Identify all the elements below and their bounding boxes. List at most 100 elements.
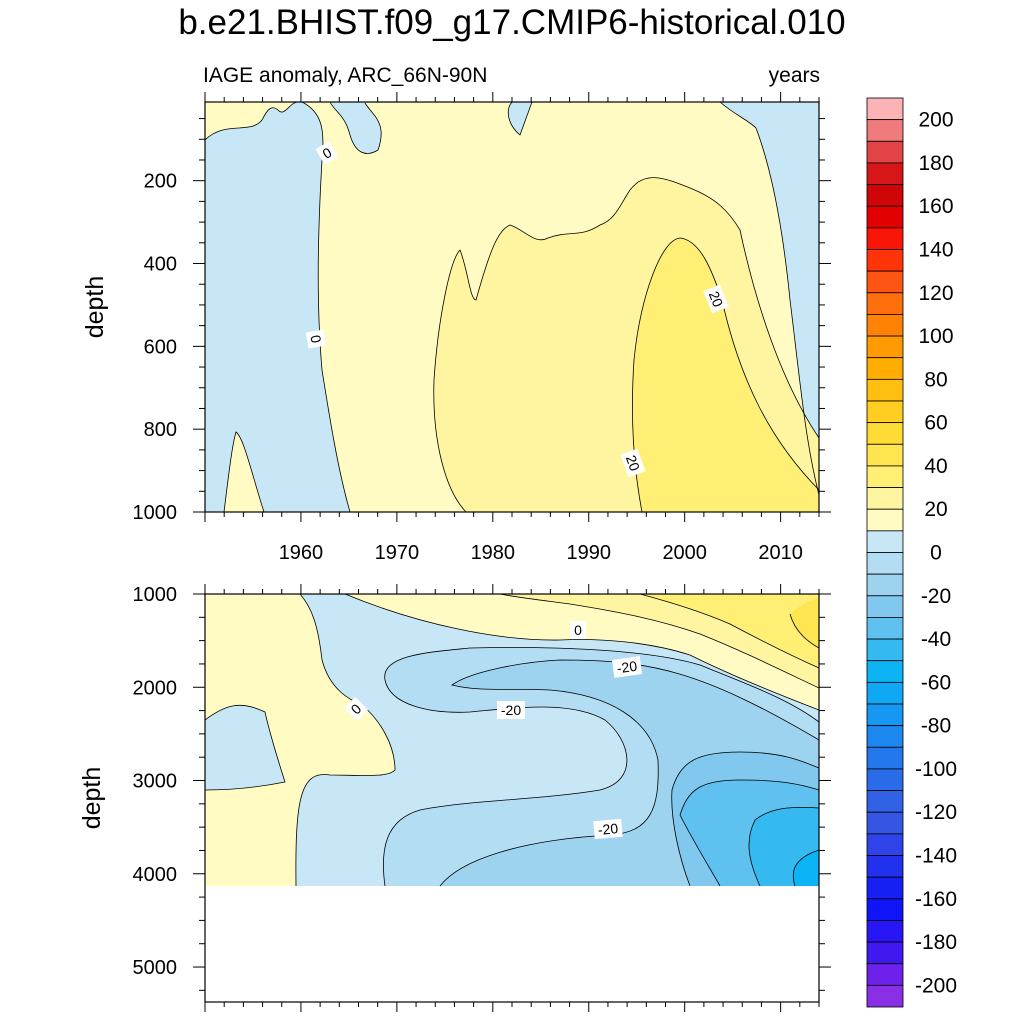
colorbar-box bbox=[866, 443, 904, 467]
upper-contour-lines bbox=[204, 101, 820, 513]
colorbar-label: 140 bbox=[918, 239, 953, 262]
lower-region-pos-20-30 bbox=[640, 594, 819, 668]
lower-region-pos-0-10-left bbox=[205, 594, 395, 886]
colorbar-label: 120 bbox=[918, 282, 953, 305]
colorbar-box bbox=[866, 357, 904, 380]
y-tick-label: 1000 bbox=[133, 584, 178, 606]
colorbar-label: -60 bbox=[921, 671, 951, 694]
x-tick-label: 1960 bbox=[279, 542, 324, 564]
y-tick-label: 2000 bbox=[133, 677, 178, 699]
colorbar-box bbox=[866, 876, 904, 900]
colorbar-box bbox=[866, 465, 904, 488]
colorbar-box bbox=[866, 746, 904, 770]
colorbar-box bbox=[866, 249, 904, 272]
lower-region-pos-30-40 bbox=[790, 598, 819, 648]
upper-panel: 0 0 20 20 1960 1970 1980 1990 2000 2010 20040… bbox=[81, 92, 831, 564]
chart-title: b.e21.BHIST.f09_g17.CMIP6-historical.010 bbox=[178, 3, 845, 42]
upper-region-pos-20-30 bbox=[632, 238, 819, 512]
colorbar-box bbox=[866, 552, 904, 575]
upper-y-axis-label: depth bbox=[81, 276, 109, 339]
colorbar-label: -200 bbox=[915, 974, 957, 997]
y-tick-label: 200 bbox=[144, 171, 177, 193]
colorbar-box bbox=[866, 920, 904, 943]
colorbar-box bbox=[866, 855, 904, 878]
colorbar-box bbox=[866, 378, 904, 402]
colorbar-label: 20 bbox=[924, 498, 947, 521]
colorbar-label: 80 bbox=[924, 368, 947, 391]
colorbar-label: -140 bbox=[915, 845, 957, 868]
colorbar-box bbox=[866, 162, 904, 185]
colorbar-box bbox=[866, 617, 904, 640]
x-tick-label: 2000 bbox=[662, 542, 707, 564]
colorbar-box bbox=[866, 573, 904, 597]
colorbar-box bbox=[866, 638, 904, 662]
y-tick-label: 800 bbox=[144, 419, 177, 441]
lower-contour-label: -20 bbox=[616, 658, 638, 677]
colorbar-box bbox=[866, 140, 904, 164]
colorbar-box bbox=[866, 595, 904, 618]
y-tick-label: 400 bbox=[144, 254, 177, 276]
colorbar-box bbox=[866, 790, 904, 813]
y-tick-label: 4000 bbox=[133, 864, 178, 886]
colorbar-box bbox=[866, 205, 904, 229]
colorbar-box bbox=[866, 487, 904, 510]
lower-contour-label: -20 bbox=[597, 820, 619, 838]
colorbar: 200180160140120100806040200-20-40-60-80-… bbox=[866, 97, 957, 1008]
colorbar-box bbox=[866, 270, 904, 294]
upper-x-axis: 1960 1970 1980 1990 2000 2010 bbox=[204, 92, 820, 564]
colorbar-label: 180 bbox=[918, 152, 953, 175]
colorbar-label: 0 bbox=[930, 542, 942, 565]
colorbar-label: 100 bbox=[918, 325, 953, 348]
colorbar-box bbox=[866, 314, 904, 337]
x-tick-label: 1970 bbox=[375, 542, 420, 564]
lower-contour-labels: 0 0 -20 -20 -20 bbox=[343, 621, 643, 840]
x-tick-label: 1980 bbox=[471, 542, 516, 564]
colorbar-box bbox=[866, 941, 904, 965]
colorbar-box bbox=[866, 292, 904, 315]
colorbar-box bbox=[866, 768, 904, 791]
colorbar-box bbox=[866, 335, 904, 359]
colorbar-box bbox=[866, 898, 904, 921]
lower-y-axis-label: depth bbox=[78, 767, 106, 830]
colorbar-label: -40 bbox=[921, 628, 951, 651]
colorbar-label: 60 bbox=[924, 412, 947, 435]
colorbar-label: -120 bbox=[915, 801, 957, 824]
colorbar-label: -160 bbox=[915, 888, 957, 911]
lower-panel: 0 0 -20 -20 -20 1000 2000 3000 4000 5000 dep… bbox=[78, 584, 831, 1012]
lower-x-axis bbox=[204, 584, 820, 1012]
upper-contour-labels: 0 0 20 20 bbox=[305, 141, 729, 478]
colorbar-box bbox=[866, 703, 904, 727]
colorbar-box bbox=[866, 660, 904, 683]
y-tick-label: 3000 bbox=[133, 771, 178, 793]
lower-y-axis: 1000 2000 3000 4000 5000 bbox=[133, 584, 831, 991]
colorbar-box bbox=[866, 811, 904, 835]
colorbar-box bbox=[866, 833, 904, 856]
colorbar-box bbox=[866, 119, 904, 142]
colorbar-label: -80 bbox=[921, 715, 951, 738]
x-tick-label: 2010 bbox=[758, 542, 803, 564]
colorbar-label: -180 bbox=[915, 931, 957, 954]
colorbar-label: 40 bbox=[924, 455, 947, 478]
upper-contour-label: 20 bbox=[706, 289, 727, 310]
chart-subtitle-left: IAGE anomaly, ARC_66N-90N bbox=[203, 64, 487, 87]
colorbar-box bbox=[866, 681, 904, 705]
colorbar-label: -100 bbox=[915, 758, 957, 781]
colorbar-label: -20 bbox=[921, 585, 951, 608]
y-tick-label: 1000 bbox=[133, 502, 178, 524]
lower-contour-label: -20 bbox=[501, 702, 521, 718]
y-tick-label: 600 bbox=[144, 336, 177, 358]
colorbar-label: 160 bbox=[918, 195, 953, 218]
colorbar-box bbox=[866, 963, 904, 986]
colorbar-box bbox=[866, 508, 904, 532]
chart-subtitle-right: years bbox=[769, 64, 820, 87]
y-tick-label: 5000 bbox=[133, 957, 178, 979]
lower-contour-label: 0 bbox=[574, 622, 582, 638]
lower-region-neg-60-70 bbox=[793, 850, 819, 886]
upper-contour-label: 0 bbox=[307, 334, 324, 345]
colorbar-label: 200 bbox=[918, 109, 953, 132]
colorbar-box bbox=[866, 227, 904, 250]
colorbar-box bbox=[866, 984, 904, 1008]
upper-contour-label: 20 bbox=[623, 453, 643, 473]
